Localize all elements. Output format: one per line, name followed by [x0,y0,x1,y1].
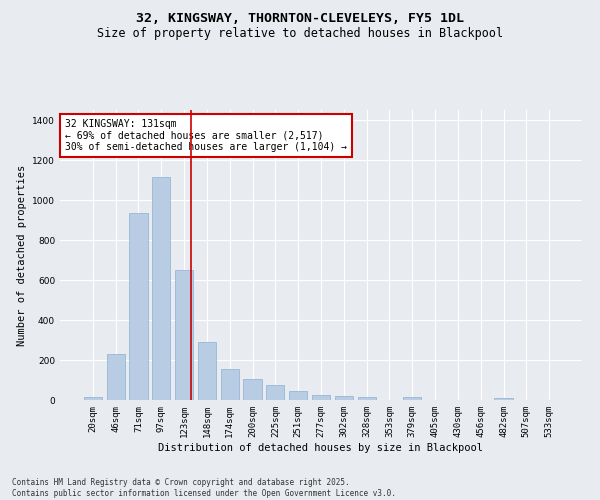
Bar [289,391,307,400]
Text: 32, KINGSWAY, THORNTON-CLEVELEYS, FY5 1DL: 32, KINGSWAY, THORNTON-CLEVELEYS, FY5 1D… [136,12,464,26]
Y-axis label: Number of detached properties: Number of detached properties [17,164,26,346]
Bar [107,354,125,400]
Bar [175,270,193,400]
Text: Size of property relative to detached houses in Blackpool: Size of property relative to detached ho… [97,28,503,40]
Bar [130,213,148,400]
Bar [494,398,512,400]
Bar [335,396,353,400]
Bar [358,397,376,400]
Bar [266,385,284,400]
Bar [84,397,102,400]
Bar [152,177,170,400]
X-axis label: Distribution of detached houses by size in Blackpool: Distribution of detached houses by size … [158,442,484,452]
Bar [403,397,421,400]
Text: 32 KINGSWAY: 131sqm
← 69% of detached houses are smaller (2,517)
30% of semi-det: 32 KINGSWAY: 131sqm ← 69% of detached ho… [65,118,347,152]
Bar [312,395,330,400]
Bar [198,342,216,400]
Bar [221,369,239,400]
Bar [244,379,262,400]
Text: Contains HM Land Registry data © Crown copyright and database right 2025.
Contai: Contains HM Land Registry data © Crown c… [12,478,396,498]
